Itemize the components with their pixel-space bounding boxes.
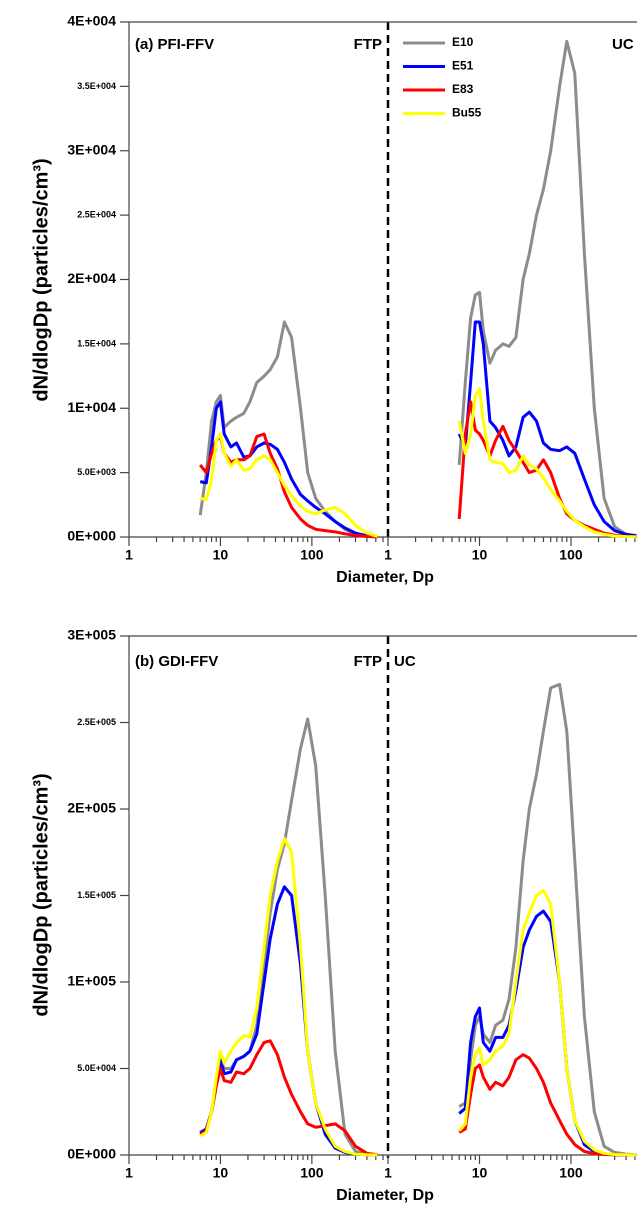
y-tick-label: 1E+004 (67, 399, 116, 415)
panel-title: (a) PFI-FFV (135, 36, 214, 53)
y-axis-label: dN/dlogDp (particles/cm³) (30, 158, 52, 401)
series-line (199, 836, 378, 1157)
x-tick-label: 100 (300, 1165, 324, 1181)
y-tick-label: 0E+000 (67, 528, 116, 544)
legend-label: E51 (452, 59, 474, 73)
legend-label: Bu55 (452, 106, 482, 120)
series-line (458, 888, 637, 1157)
subplot-label: UC (612, 36, 634, 53)
y-tick-label: 3E+004 (67, 141, 116, 157)
y-tick-label: 1.5E+005 (77, 890, 116, 900)
x-tick-label: 1 (384, 547, 392, 563)
series-line (199, 885, 378, 1157)
panel-title: (b) GDI-FFV (135, 653, 218, 670)
x-tick-label: 1 (125, 1165, 133, 1181)
y-tick-label: 2.5E+004 (77, 210, 116, 220)
x-tick-label: 100 (559, 547, 583, 563)
y-tick-label: 4E+004 (67, 13, 116, 29)
x-tick-label: 100 (559, 1165, 583, 1181)
x-tick-label: 1 (384, 1165, 392, 1181)
x-tick-label: 100 (300, 547, 324, 563)
legend-label: E83 (452, 82, 474, 96)
y-axis-label: dN/dlogDp (particles/cm³) (30, 773, 52, 1016)
x-tick-label: 10 (472, 547, 488, 563)
series-line (199, 432, 378, 538)
x-tick-label: 10 (213, 547, 229, 563)
y-tick-label: 3.5E+004 (77, 81, 116, 91)
y-tick-label: 5.0E+003 (77, 467, 116, 477)
subplot-label: FTP (354, 36, 382, 53)
subplot-label: FTP (354, 653, 382, 670)
y-tick-label: 2E+004 (67, 270, 116, 286)
legend-label: E10 (452, 35, 474, 49)
series-line (457, 387, 637, 539)
series-line (457, 320, 637, 538)
subplot-label: UC (394, 653, 416, 670)
x-tick-label: 10 (472, 1165, 488, 1181)
x-axis-label: Diameter, Dp (336, 569, 434, 586)
y-tick-label: 0E+000 (67, 1146, 116, 1162)
series-line (199, 400, 378, 539)
y-tick-label: 2.5E+005 (77, 717, 116, 727)
x-tick-label: 10 (213, 1165, 229, 1181)
series-line (458, 1053, 637, 1157)
series-line (457, 39, 637, 538)
series-line (199, 1039, 378, 1157)
y-tick-label: 1.5E+004 (77, 338, 116, 348)
series-line (457, 400, 637, 539)
series-line (458, 909, 637, 1157)
x-axis-label: Diameter, Dp (336, 1187, 434, 1204)
y-tick-label: 2E+005 (67, 800, 116, 816)
x-tick-label: 1 (125, 547, 133, 563)
y-tick-label: 3E+005 (67, 627, 116, 643)
y-tick-label: 1E+005 (67, 973, 116, 989)
y-tick-label: 5.0E+004 (77, 1063, 116, 1073)
